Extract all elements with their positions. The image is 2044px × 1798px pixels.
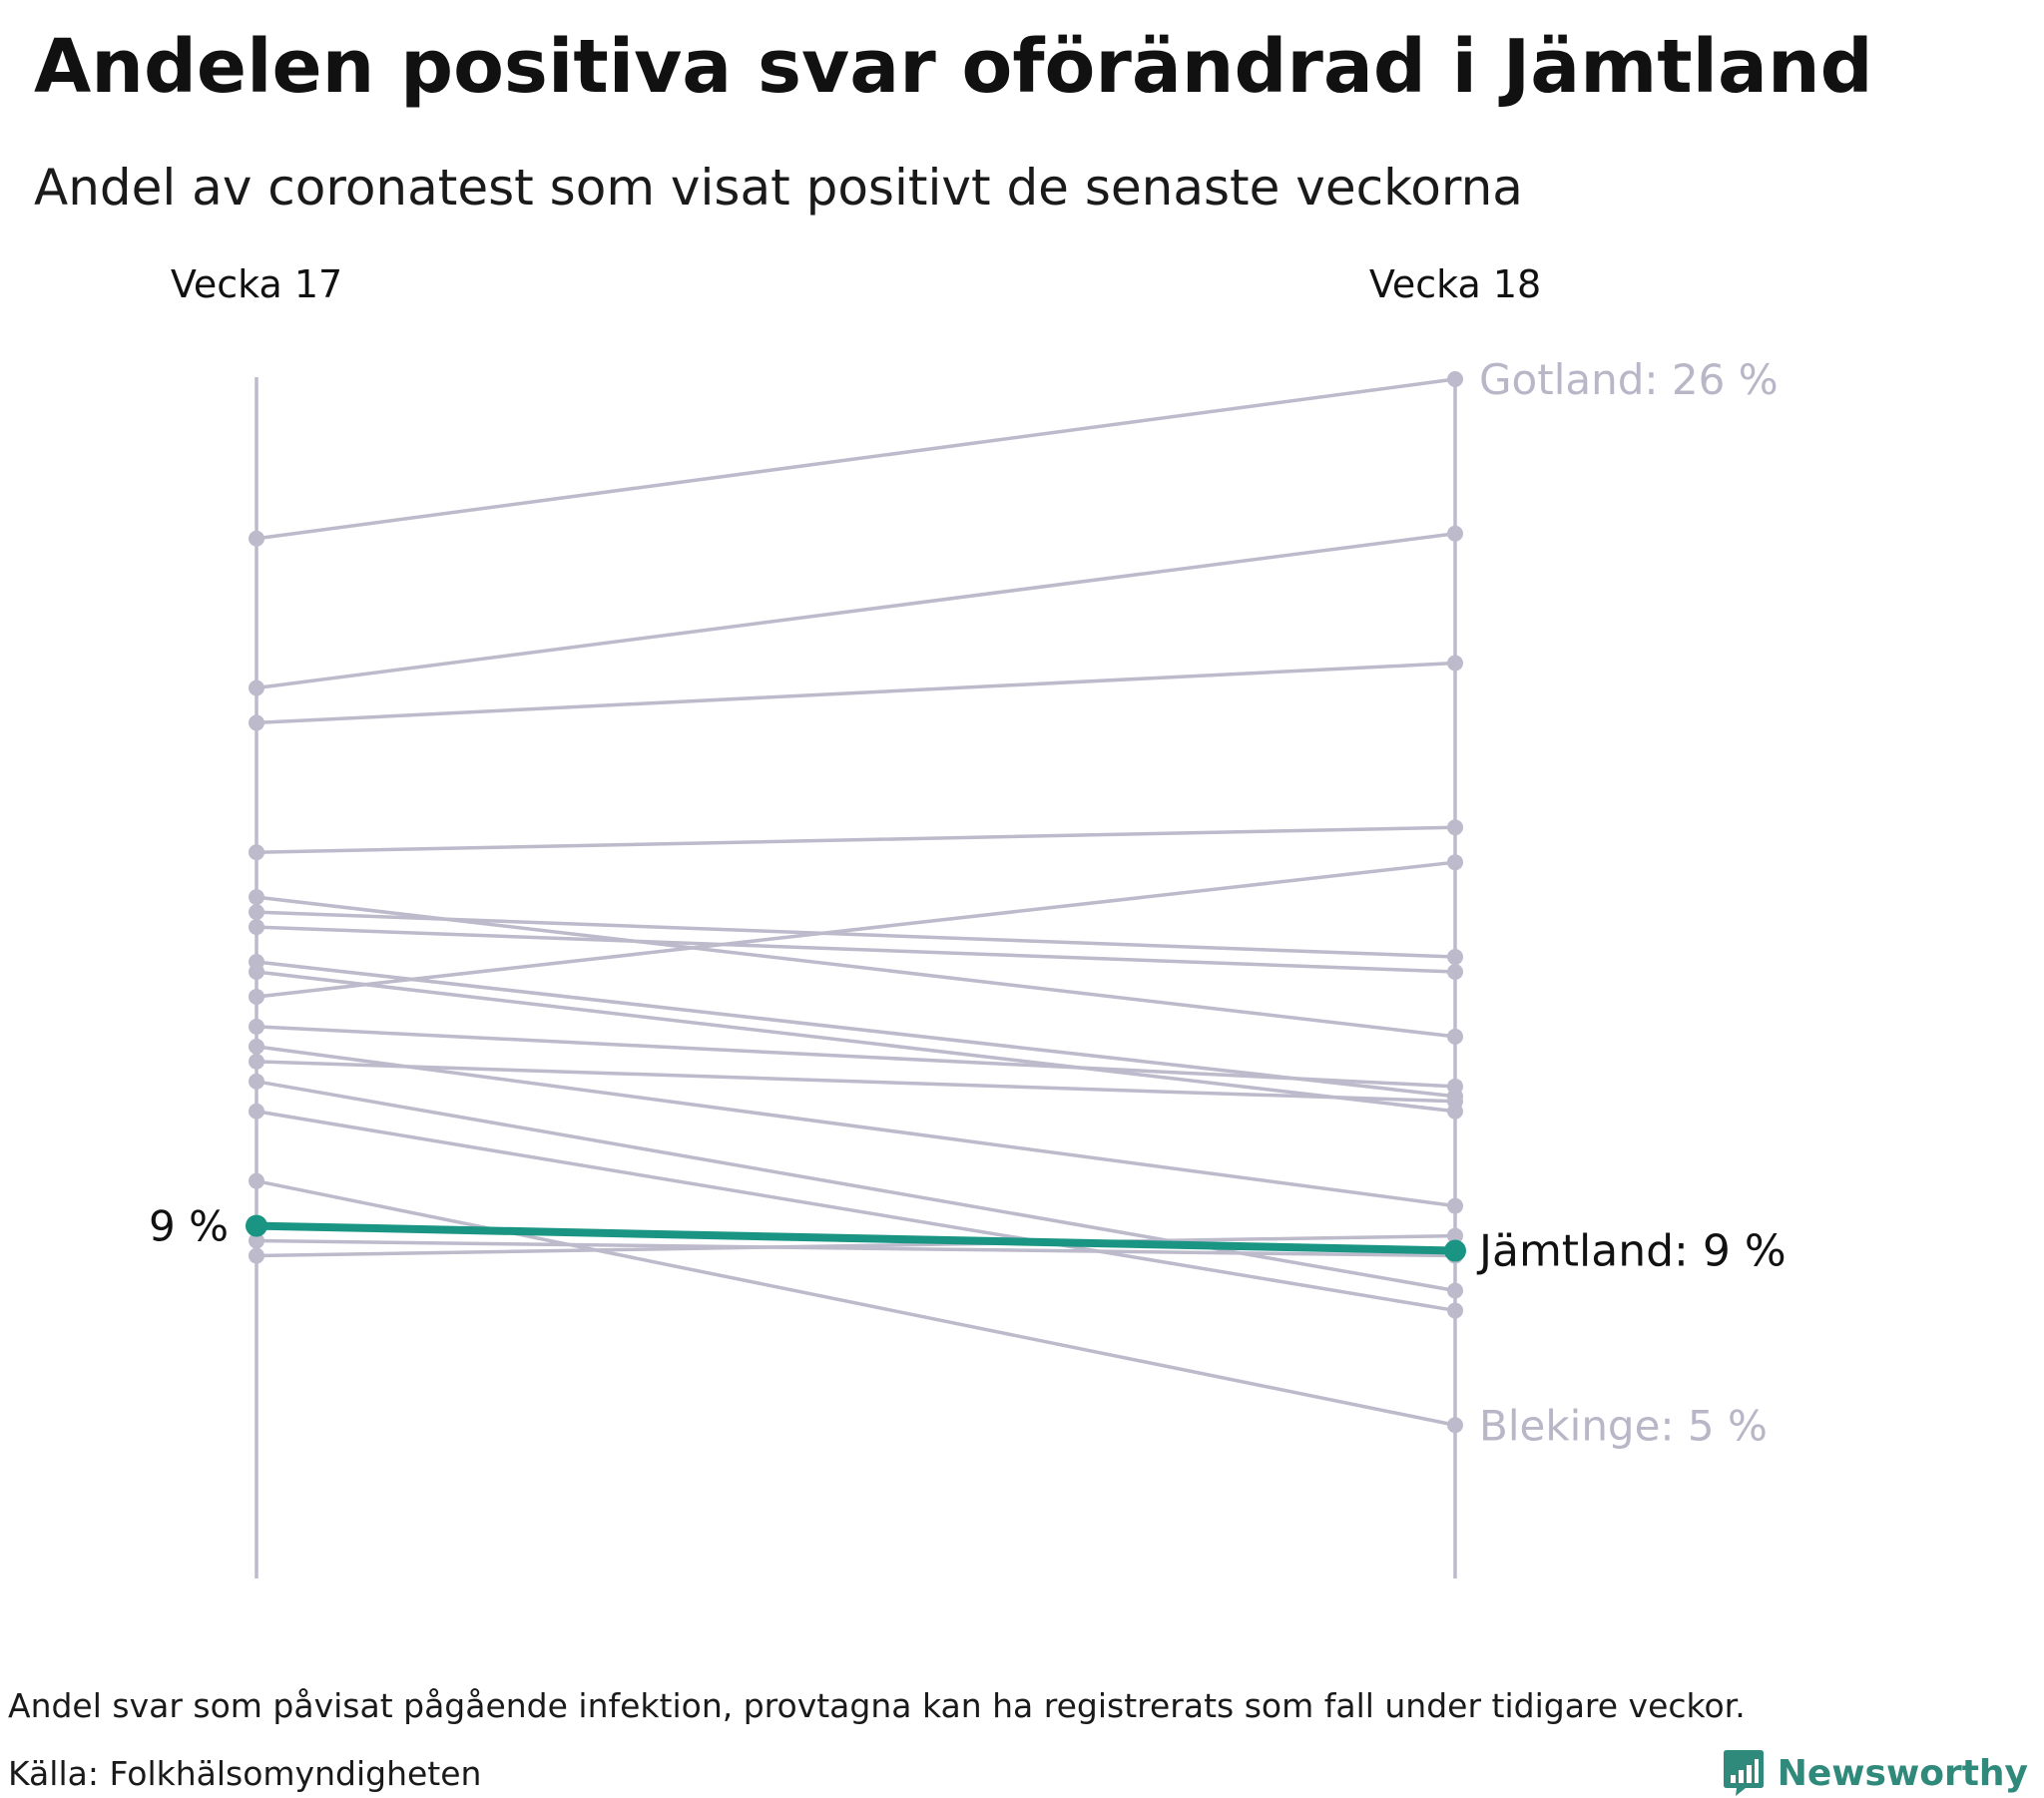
column-header: Vecka 17 xyxy=(171,262,342,306)
series-jämtland xyxy=(246,1214,1466,1262)
data-point xyxy=(1447,1093,1463,1110)
series-region xyxy=(249,1018,1463,1095)
series-region xyxy=(249,1073,1463,1299)
data-point xyxy=(249,904,264,921)
series-region xyxy=(249,904,1463,966)
data-point xyxy=(249,1103,264,1120)
data-point xyxy=(1447,1028,1463,1045)
series-region xyxy=(249,525,1463,696)
series-line xyxy=(255,960,1457,1099)
data-point xyxy=(249,1018,264,1035)
data-point xyxy=(246,1214,267,1237)
series-line xyxy=(253,1221,1459,1255)
series-region xyxy=(249,854,1463,1005)
data-point xyxy=(249,1073,264,1090)
data-point xyxy=(1447,371,1463,387)
data-point xyxy=(1447,1282,1463,1299)
data-point xyxy=(249,964,264,981)
footnote: Andel svar som påvisat pågående infektio… xyxy=(8,1686,1746,1725)
series-line xyxy=(255,1045,1457,1208)
data-point xyxy=(249,714,264,731)
data-point xyxy=(249,1038,264,1055)
series-line xyxy=(255,825,1457,854)
series-region xyxy=(249,1227,1463,1264)
data-point xyxy=(1447,1197,1463,1214)
series-line xyxy=(255,860,1457,999)
data-point xyxy=(249,988,264,1005)
data-point xyxy=(1447,949,1463,966)
start-label: 9 % xyxy=(149,1202,229,1251)
data-point xyxy=(249,919,264,936)
series-region xyxy=(249,1103,1463,1319)
series-line xyxy=(255,1233,1457,1258)
data-point xyxy=(1447,1302,1463,1319)
series-line xyxy=(255,377,1457,541)
series-line xyxy=(255,531,1457,690)
series-blekinge xyxy=(249,1172,1463,1434)
series-region xyxy=(249,919,1463,981)
data-point xyxy=(249,530,264,547)
data-point xyxy=(249,844,264,861)
series-line xyxy=(255,925,1457,974)
end-label: Jämtland: 9 % xyxy=(1476,1226,1787,1277)
data-point xyxy=(1447,525,1463,542)
series-region xyxy=(249,1053,1463,1110)
brand-logo: Newsworthy xyxy=(1722,1748,2028,1798)
series-region xyxy=(249,1038,1463,1214)
end-label: Blekinge: 5 % xyxy=(1479,1401,1768,1450)
column-header: Vecka 18 xyxy=(1369,262,1541,306)
series-line xyxy=(255,910,1457,959)
series-gotland xyxy=(249,371,1463,547)
series-line xyxy=(255,1025,1457,1089)
series-line xyxy=(255,661,1457,725)
end-label: Gotland: 26 % xyxy=(1479,355,1779,404)
data-point xyxy=(1447,819,1463,836)
data-point xyxy=(1444,1239,1466,1262)
data-point xyxy=(1447,1417,1463,1434)
series-line xyxy=(255,1238,1457,1258)
data-point xyxy=(249,679,264,696)
data-point xyxy=(1447,1227,1463,1244)
series-line xyxy=(255,1178,1457,1427)
data-point xyxy=(249,1247,264,1264)
series-line xyxy=(255,1060,1457,1104)
data-point xyxy=(249,1232,264,1249)
data-point xyxy=(1447,964,1463,981)
data-point xyxy=(1447,1078,1463,1095)
series-region xyxy=(249,819,1463,861)
data-point xyxy=(249,1172,264,1189)
data-point xyxy=(1447,854,1463,871)
series-line xyxy=(255,1110,1457,1313)
data-point xyxy=(249,889,264,906)
chart-title: Andelen positiva svar oförändrad i Jämtl… xyxy=(34,24,1873,110)
data-point xyxy=(249,1053,264,1070)
source-note: Källa: Folkhälsomyndigheten xyxy=(8,1754,482,1793)
series-line xyxy=(255,970,1457,1114)
newsworthy-logo-icon xyxy=(1723,1750,1764,1796)
data-point xyxy=(1447,655,1463,672)
series-line xyxy=(255,1080,1457,1293)
brand-name: Newsworthy xyxy=(1777,1752,2028,1794)
chart-subtitle: Andel av coronatest som visat positivt d… xyxy=(34,159,1523,217)
series-region xyxy=(249,655,1463,731)
